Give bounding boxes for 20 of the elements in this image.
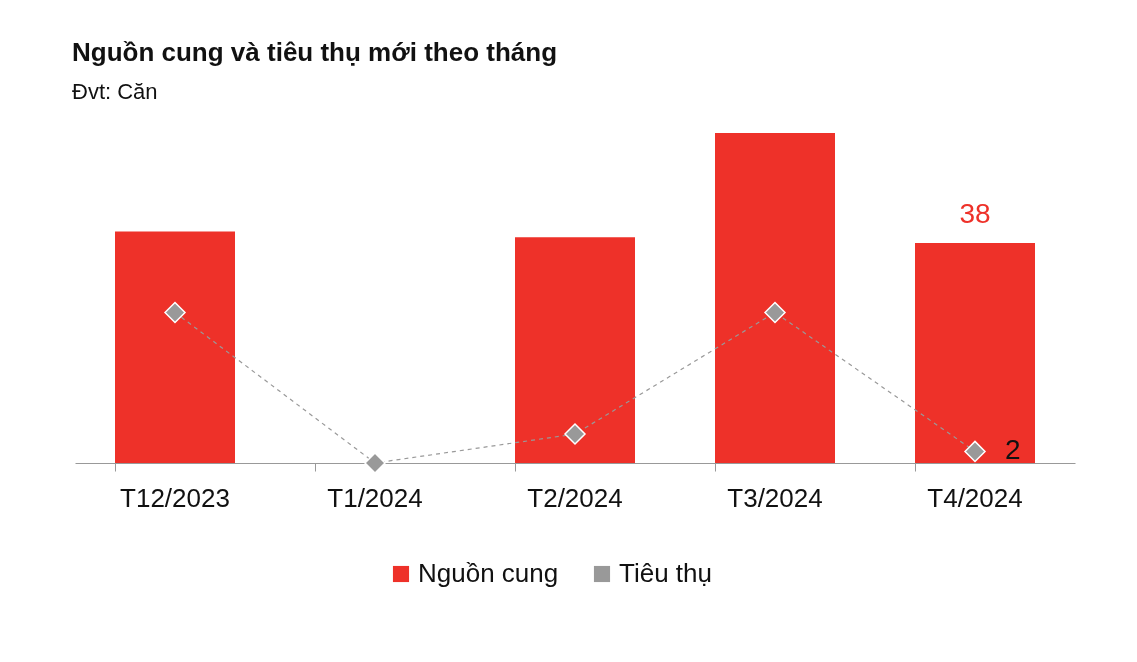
bar [515, 237, 635, 463]
data-label: 38 [959, 198, 991, 229]
data-label: 2 [1005, 434, 1021, 466]
bar [715, 133, 835, 463]
x-tick-label: T4/2024 [927, 482, 1023, 513]
legend-label: Nguồn cung [418, 558, 559, 588]
chart-title: Nguồn cung và tiêu thụ mới theo tháng [72, 37, 558, 67]
x-tick-label: T12/2023 [120, 482, 230, 513]
x-tick-label: T2/2024 [527, 482, 623, 513]
chart-subtitle: Đvt: Căn [72, 79, 158, 104]
point [164, 301, 186, 324]
x-tick-label: T3/2024 [727, 482, 823, 513]
x-tick-label: T1/2024 [327, 482, 423, 513]
point [964, 440, 986, 463]
point [564, 423, 586, 445]
point [764, 301, 786, 324]
bar [115, 231, 235, 463]
bar [915, 243, 1035, 463]
point [364, 452, 386, 474]
legend-label: Tiêu thụ [619, 558, 712, 588]
